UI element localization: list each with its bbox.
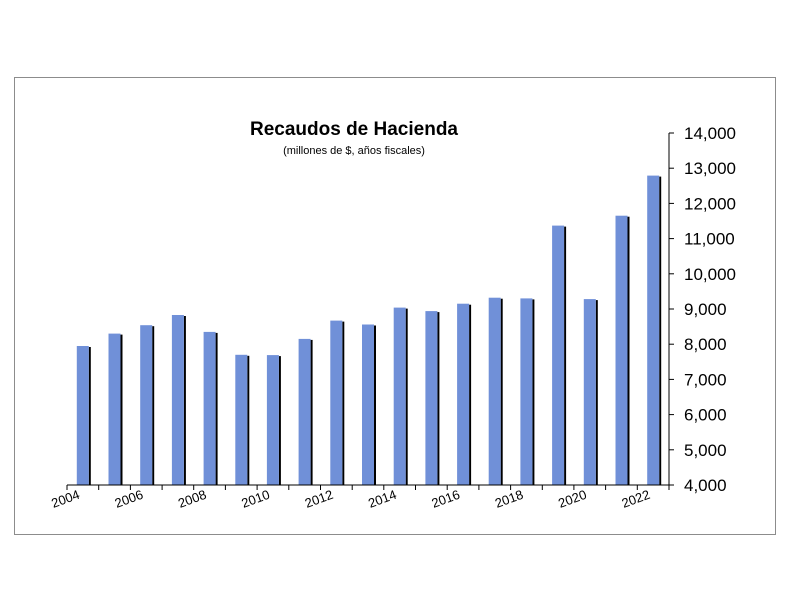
x-tick-label: 2012 (303, 487, 335, 511)
bar-2014 (393, 307, 406, 485)
bar-shadow-2006 (152, 326, 155, 485)
bar-shadow-2012 (342, 321, 345, 485)
chart-subtitle: (millones de $, años fiscales) (283, 145, 425, 157)
bar-shadow-2007 (183, 316, 186, 485)
bar-shadow-2004 (88, 347, 91, 485)
bar-shadow-2022 (659, 176, 662, 485)
bar-shadow-2009 (247, 355, 250, 485)
bar-2017 (488, 297, 501, 485)
y-tick-label: 5,000 (684, 441, 727, 460)
bar-shadow-2019 (564, 226, 567, 485)
y-tick-label: 4,000 (684, 476, 727, 495)
x-tick-label: 2006 (113, 487, 145, 511)
axes-group (66, 133, 670, 490)
bar-shadow-2021 (627, 216, 630, 485)
y-tick-label: 9,000 (684, 300, 727, 319)
x-tick-label: 2010 (239, 487, 271, 511)
bar-shadow-2020 (595, 300, 598, 485)
y-tick-label: 10,000 (684, 265, 736, 284)
bar-shadow-2015 (437, 312, 440, 485)
bar-2012 (330, 320, 343, 485)
x-tick-label: 2022 (620, 487, 652, 511)
bar-shadow-2017 (500, 298, 503, 485)
y-ticks-group: 4,000 5,000 6,000 7,000 8,000 9,000 10,000 11,0… (669, 124, 736, 495)
chart-svg: Recaudos de Hacienda (millones de $, año… (49, 119, 736, 511)
bar-2018 (520, 298, 533, 485)
bar-2013 (362, 324, 374, 485)
bars-group (76, 175, 662, 485)
y-tick-label: 11,000 (684, 230, 735, 249)
x-tick-label: 2004 (49, 487, 81, 511)
y-tick-label: 7,000 (684, 370, 727, 389)
bar-shadow-2011 (310, 339, 313, 485)
chart-title: Recaudos de Hacienda (250, 119, 458, 140)
bar-2010 (266, 355, 279, 485)
x-ticks-group: 2004 2006 2008 2010 2012 2014 2016 2018 2020 2022 (49, 487, 652, 511)
bar-shadow-2010 (278, 356, 281, 485)
bar-2006 (140, 325, 153, 485)
bar-2005 (108, 333, 121, 485)
bar-shadow-2018 (532, 299, 535, 485)
y-tick-label: 8,000 (684, 335, 727, 354)
bar-2019 (552, 225, 565, 485)
x-tick-label: 2014 (366, 487, 398, 511)
bar-2022 (647, 175, 660, 485)
y-tick-label: 13,000 (684, 159, 736, 178)
bar-2020 (583, 299, 596, 485)
x-tick-label: 2016 (430, 487, 462, 511)
chart-frame: Recaudos de Hacienda (millones de $, año… (14, 77, 776, 535)
x-tick-label: 2018 (493, 487, 525, 511)
y-tick-label: 12,000 (684, 194, 736, 213)
x-tick-label: 2020 (556, 487, 588, 511)
bar-2016 (457, 303, 470, 485)
bar-shadow-2008 (215, 332, 218, 485)
bar-shadow-2013 (374, 325, 376, 485)
bar-shadow-2014 (405, 308, 408, 485)
bar-2011 (298, 338, 311, 485)
bar-2015 (425, 311, 438, 485)
bar-shadow-2016 (469, 304, 472, 485)
y-tick-label: 14,000 (684, 124, 736, 143)
bar-shadow-2005 (120, 334, 123, 485)
bar-2008 (203, 331, 216, 485)
x-tick-label: 2008 (176, 487, 208, 511)
bar-2004 (76, 346, 89, 485)
bar-2009 (235, 354, 248, 485)
bar-2007 (171, 315, 184, 485)
y-tick-label: 6,000 (684, 406, 727, 425)
bar-2021 (615, 215, 628, 485)
